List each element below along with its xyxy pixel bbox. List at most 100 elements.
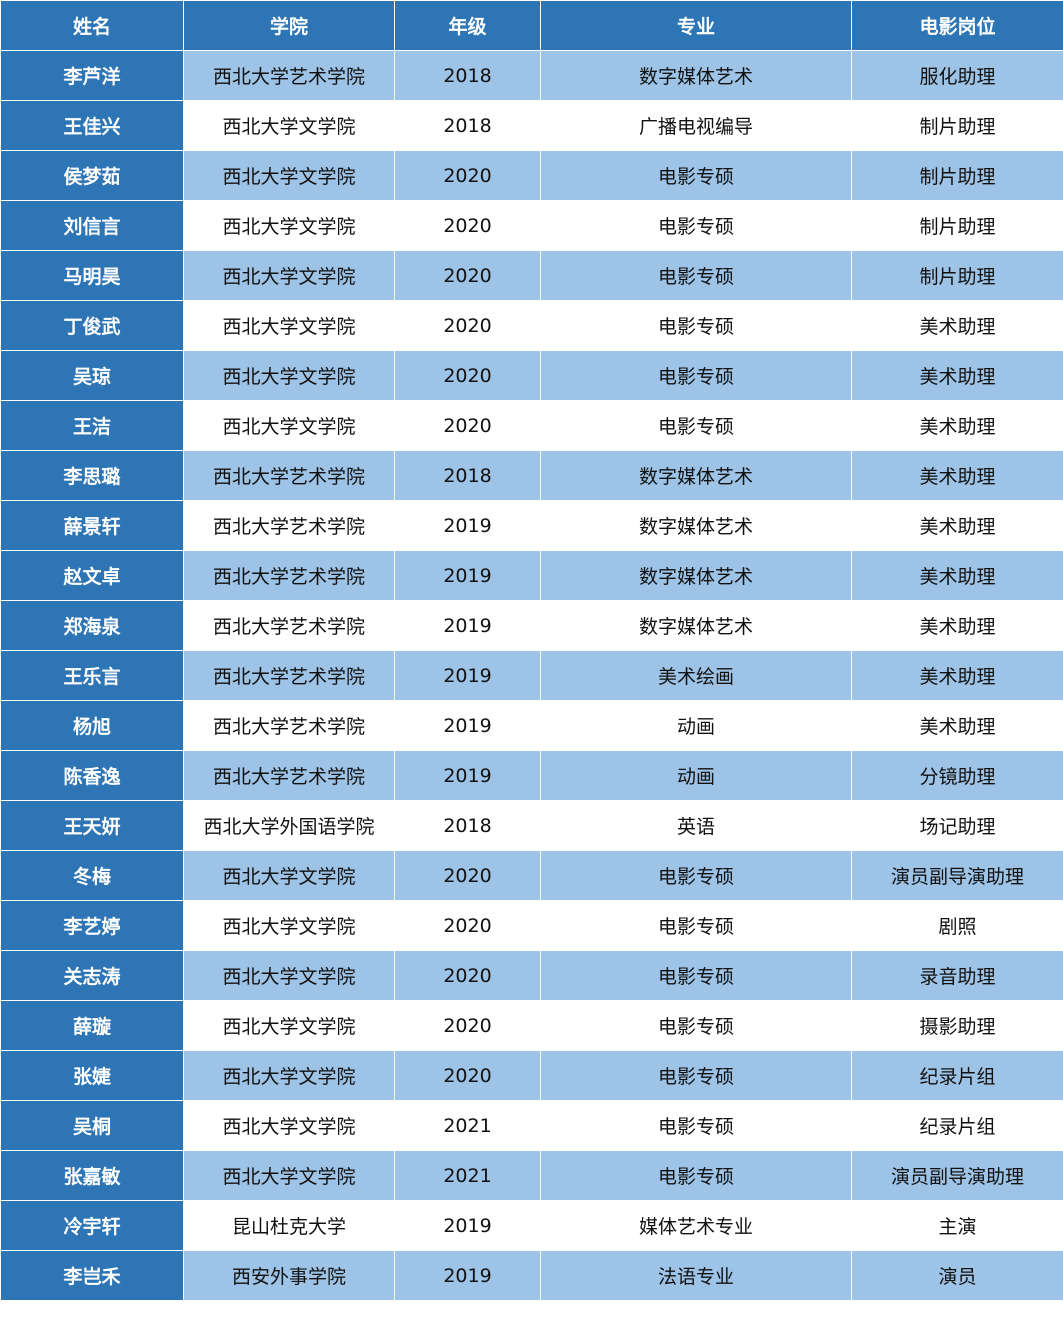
college-cell: 西北大学艺术学院 (183, 650, 395, 701)
major-cell: 英语 (540, 800, 852, 851)
table-row: 陈香逸 西北大学艺术学院 2019 动画 分镜助理 (0, 750, 1063, 801)
film-role-cell: 演员副导演助理 (851, 1150, 1063, 1201)
grade-cell: 2020 (394, 250, 541, 301)
table-row: 吴桐 西北大学文学院 2021 电影专硕 纪录片组 (0, 1100, 1063, 1151)
grade-cell: 2020 (394, 1000, 541, 1051)
table-row: 王天妍 西北大学外国语学院 2018 英语 场记助理 (0, 800, 1063, 851)
college-cell: 西北大学文学院 (183, 200, 395, 251)
name-cell: 薛璇 (0, 1000, 184, 1051)
table-row: 杨旭 西北大学艺术学院 2019 动画 美术助理 (0, 700, 1063, 751)
table-row: 马明昊 西北大学文学院 2020 电影专硕 制片助理 (0, 250, 1063, 301)
major-cell: 数字媒体艺术 (540, 550, 852, 601)
film-role-cell: 美术助理 (851, 500, 1063, 551)
film-role-cell: 摄影助理 (851, 1000, 1063, 1051)
table-row: 冬梅 西北大学文学院 2020 电影专硕 演员副导演助理 (0, 850, 1063, 901)
film-role-cell: 美术助理 (851, 600, 1063, 651)
name-cell: 马明昊 (0, 250, 184, 301)
film-role-cell: 制片助理 (851, 250, 1063, 301)
grade-cell: 2019 (394, 750, 541, 801)
grade-cell: 2020 (394, 150, 541, 201)
grade-cell: 2019 (394, 1200, 541, 1251)
name-cell: 李芦洋 (0, 50, 184, 101)
table-row: 冷宇轩 昆山杜克大学 2019 媒体艺术专业 主演 (0, 1200, 1063, 1251)
header-college: 学院 (183, 0, 395, 51)
table-row: 李艺婷 西北大学文学院 2020 电影专硕 剧照 (0, 900, 1063, 951)
film-role-cell: 纪录片组 (851, 1100, 1063, 1151)
name-cell: 赵文卓 (0, 550, 184, 601)
table-row: 李岂禾 西安外事学院 2019 法语专业 演员 (0, 1250, 1063, 1301)
major-cell: 数字媒体艺术 (540, 600, 852, 651)
grade-cell: 2019 (394, 650, 541, 701)
name-cell: 薛景轩 (0, 500, 184, 551)
film-role-cell: 剧照 (851, 900, 1063, 951)
college-cell: 西北大学艺术学院 (183, 600, 395, 651)
major-cell: 广播电视编导 (540, 100, 852, 151)
table-row: 侯梦茹 西北大学文学院 2020 电影专硕 制片助理 (0, 150, 1063, 201)
college-cell: 西北大学文学院 (183, 350, 395, 401)
header-grade: 年级 (394, 0, 541, 51)
grade-cell: 2020 (394, 950, 541, 1001)
header-row: 姓名 学院 年级 专业 电影岗位 (0, 0, 1063, 51)
grade-cell: 2018 (394, 100, 541, 151)
college-cell: 西北大学文学院 (183, 1000, 395, 1051)
college-cell: 西北大学文学院 (183, 400, 395, 451)
film-role-cell: 分镜助理 (851, 750, 1063, 801)
film-role-cell: 场记助理 (851, 800, 1063, 851)
name-cell: 关志涛 (0, 950, 184, 1001)
film-role-cell: 服化助理 (851, 50, 1063, 101)
film-role-cell: 制片助理 (851, 150, 1063, 201)
grade-cell: 2019 (394, 500, 541, 551)
table-row: 张嘉敏 西北大学文学院 2021 电影专硕 演员副导演助理 (0, 1150, 1063, 1201)
name-cell: 李岂禾 (0, 1250, 184, 1301)
grade-cell: 2019 (394, 600, 541, 651)
major-cell: 数字媒体艺术 (540, 50, 852, 101)
film-role-cell: 美术助理 (851, 650, 1063, 701)
grade-cell: 2021 (394, 1150, 541, 1201)
grade-cell: 2019 (394, 700, 541, 751)
name-cell: 王佳兴 (0, 100, 184, 151)
film-role-cell: 主演 (851, 1200, 1063, 1251)
major-cell: 法语专业 (540, 1250, 852, 1301)
college-cell: 西安外事学院 (183, 1250, 395, 1301)
college-cell: 西北大学艺术学院 (183, 450, 395, 501)
name-cell: 郑海泉 (0, 600, 184, 651)
film-role-cell: 美术助理 (851, 450, 1063, 501)
film-role-cell: 录音助理 (851, 950, 1063, 1001)
film-role-cell: 美术助理 (851, 400, 1063, 451)
college-cell: 西北大学文学院 (183, 100, 395, 151)
college-cell: 西北大学文学院 (183, 1100, 395, 1151)
name-cell: 王天妍 (0, 800, 184, 851)
major-cell: 动画 (540, 750, 852, 801)
grade-cell: 2018 (394, 50, 541, 101)
major-cell: 数字媒体艺术 (540, 450, 852, 501)
major-cell: 电影专硕 (540, 1150, 852, 1201)
table-row: 丁俊武 西北大学文学院 2020 电影专硕 美术助理 (0, 300, 1063, 351)
film-role-cell: 演员副导演助理 (851, 850, 1063, 901)
name-cell: 陈香逸 (0, 750, 184, 801)
name-cell: 王洁 (0, 400, 184, 451)
table-row: 赵文卓 西北大学艺术学院 2019 数字媒体艺术 美术助理 (0, 550, 1063, 601)
name-cell: 杨旭 (0, 700, 184, 751)
college-cell: 西北大学外国语学院 (183, 800, 395, 851)
major-cell: 电影专硕 (540, 1100, 852, 1151)
table-row: 郑海泉 西北大学艺术学院 2019 数字媒体艺术 美术助理 (0, 600, 1063, 651)
table-row: 薛璇 西北大学文学院 2020 电影专硕 摄影助理 (0, 1000, 1063, 1051)
name-cell: 吴桐 (0, 1100, 184, 1151)
name-cell: 丁俊武 (0, 300, 184, 351)
header-name: 姓名 (0, 0, 184, 51)
college-cell: 西北大学艺术学院 (183, 50, 395, 101)
film-role-cell: 制片助理 (851, 200, 1063, 251)
college-cell: 西北大学艺术学院 (183, 750, 395, 801)
name-cell: 张婕 (0, 1050, 184, 1101)
table-row: 关志涛 西北大学文学院 2020 电影专硕 录音助理 (0, 950, 1063, 1001)
film-role-cell: 美术助理 (851, 350, 1063, 401)
grade-cell: 2021 (394, 1100, 541, 1151)
table-row: 李思璐 西北大学艺术学院 2018 数字媒体艺术 美术助理 (0, 450, 1063, 501)
major-cell: 电影专硕 (540, 900, 852, 951)
major-cell: 电影专硕 (540, 400, 852, 451)
college-cell: 昆山杜克大学 (183, 1200, 395, 1251)
grade-cell: 2020 (394, 350, 541, 401)
major-cell: 媒体艺术专业 (540, 1200, 852, 1251)
college-cell: 西北大学文学院 (183, 150, 395, 201)
